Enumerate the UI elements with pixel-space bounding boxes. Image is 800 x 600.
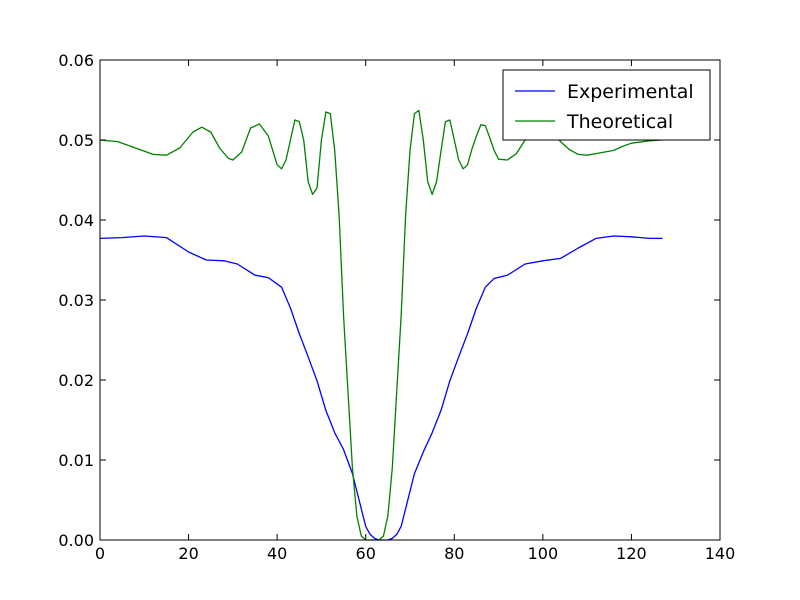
legend-label-experimental: Experimental <box>567 81 694 103</box>
y-tick-label: 0.04 <box>58 211 94 230</box>
x-tick-label: 120 <box>616 544 647 563</box>
y-tick-label: 0.01 <box>58 451 94 470</box>
legend-label-theoretical: Theoretical <box>566 111 673 133</box>
legend-box <box>502 69 711 141</box>
y-tick-label: 0.02 <box>58 371 94 390</box>
y-tick-label: 0.06 <box>58 51 94 70</box>
x-tick-label: 20 <box>178 544 198 563</box>
x-tick-label: 140 <box>705 544 736 563</box>
x-tick-label: 100 <box>528 544 559 563</box>
y-tick-label: 0.05 <box>58 131 94 150</box>
axes-layer: 0 20 40 60 80 100 120 140 0.00 0.01 0.02 0.03 0.04 0.… <box>58 51 735 563</box>
legend: Experimental Theoretical <box>502 69 711 141</box>
x-tick-label: 40 <box>267 544 287 563</box>
x-tick-label: 0 <box>95 544 105 563</box>
x-tick-label: 80 <box>444 544 464 563</box>
x-tick-label: 60 <box>356 544 376 563</box>
y-tick-label: 0.00 <box>58 531 94 550</box>
y-tick-label: 0.03 <box>58 291 94 310</box>
